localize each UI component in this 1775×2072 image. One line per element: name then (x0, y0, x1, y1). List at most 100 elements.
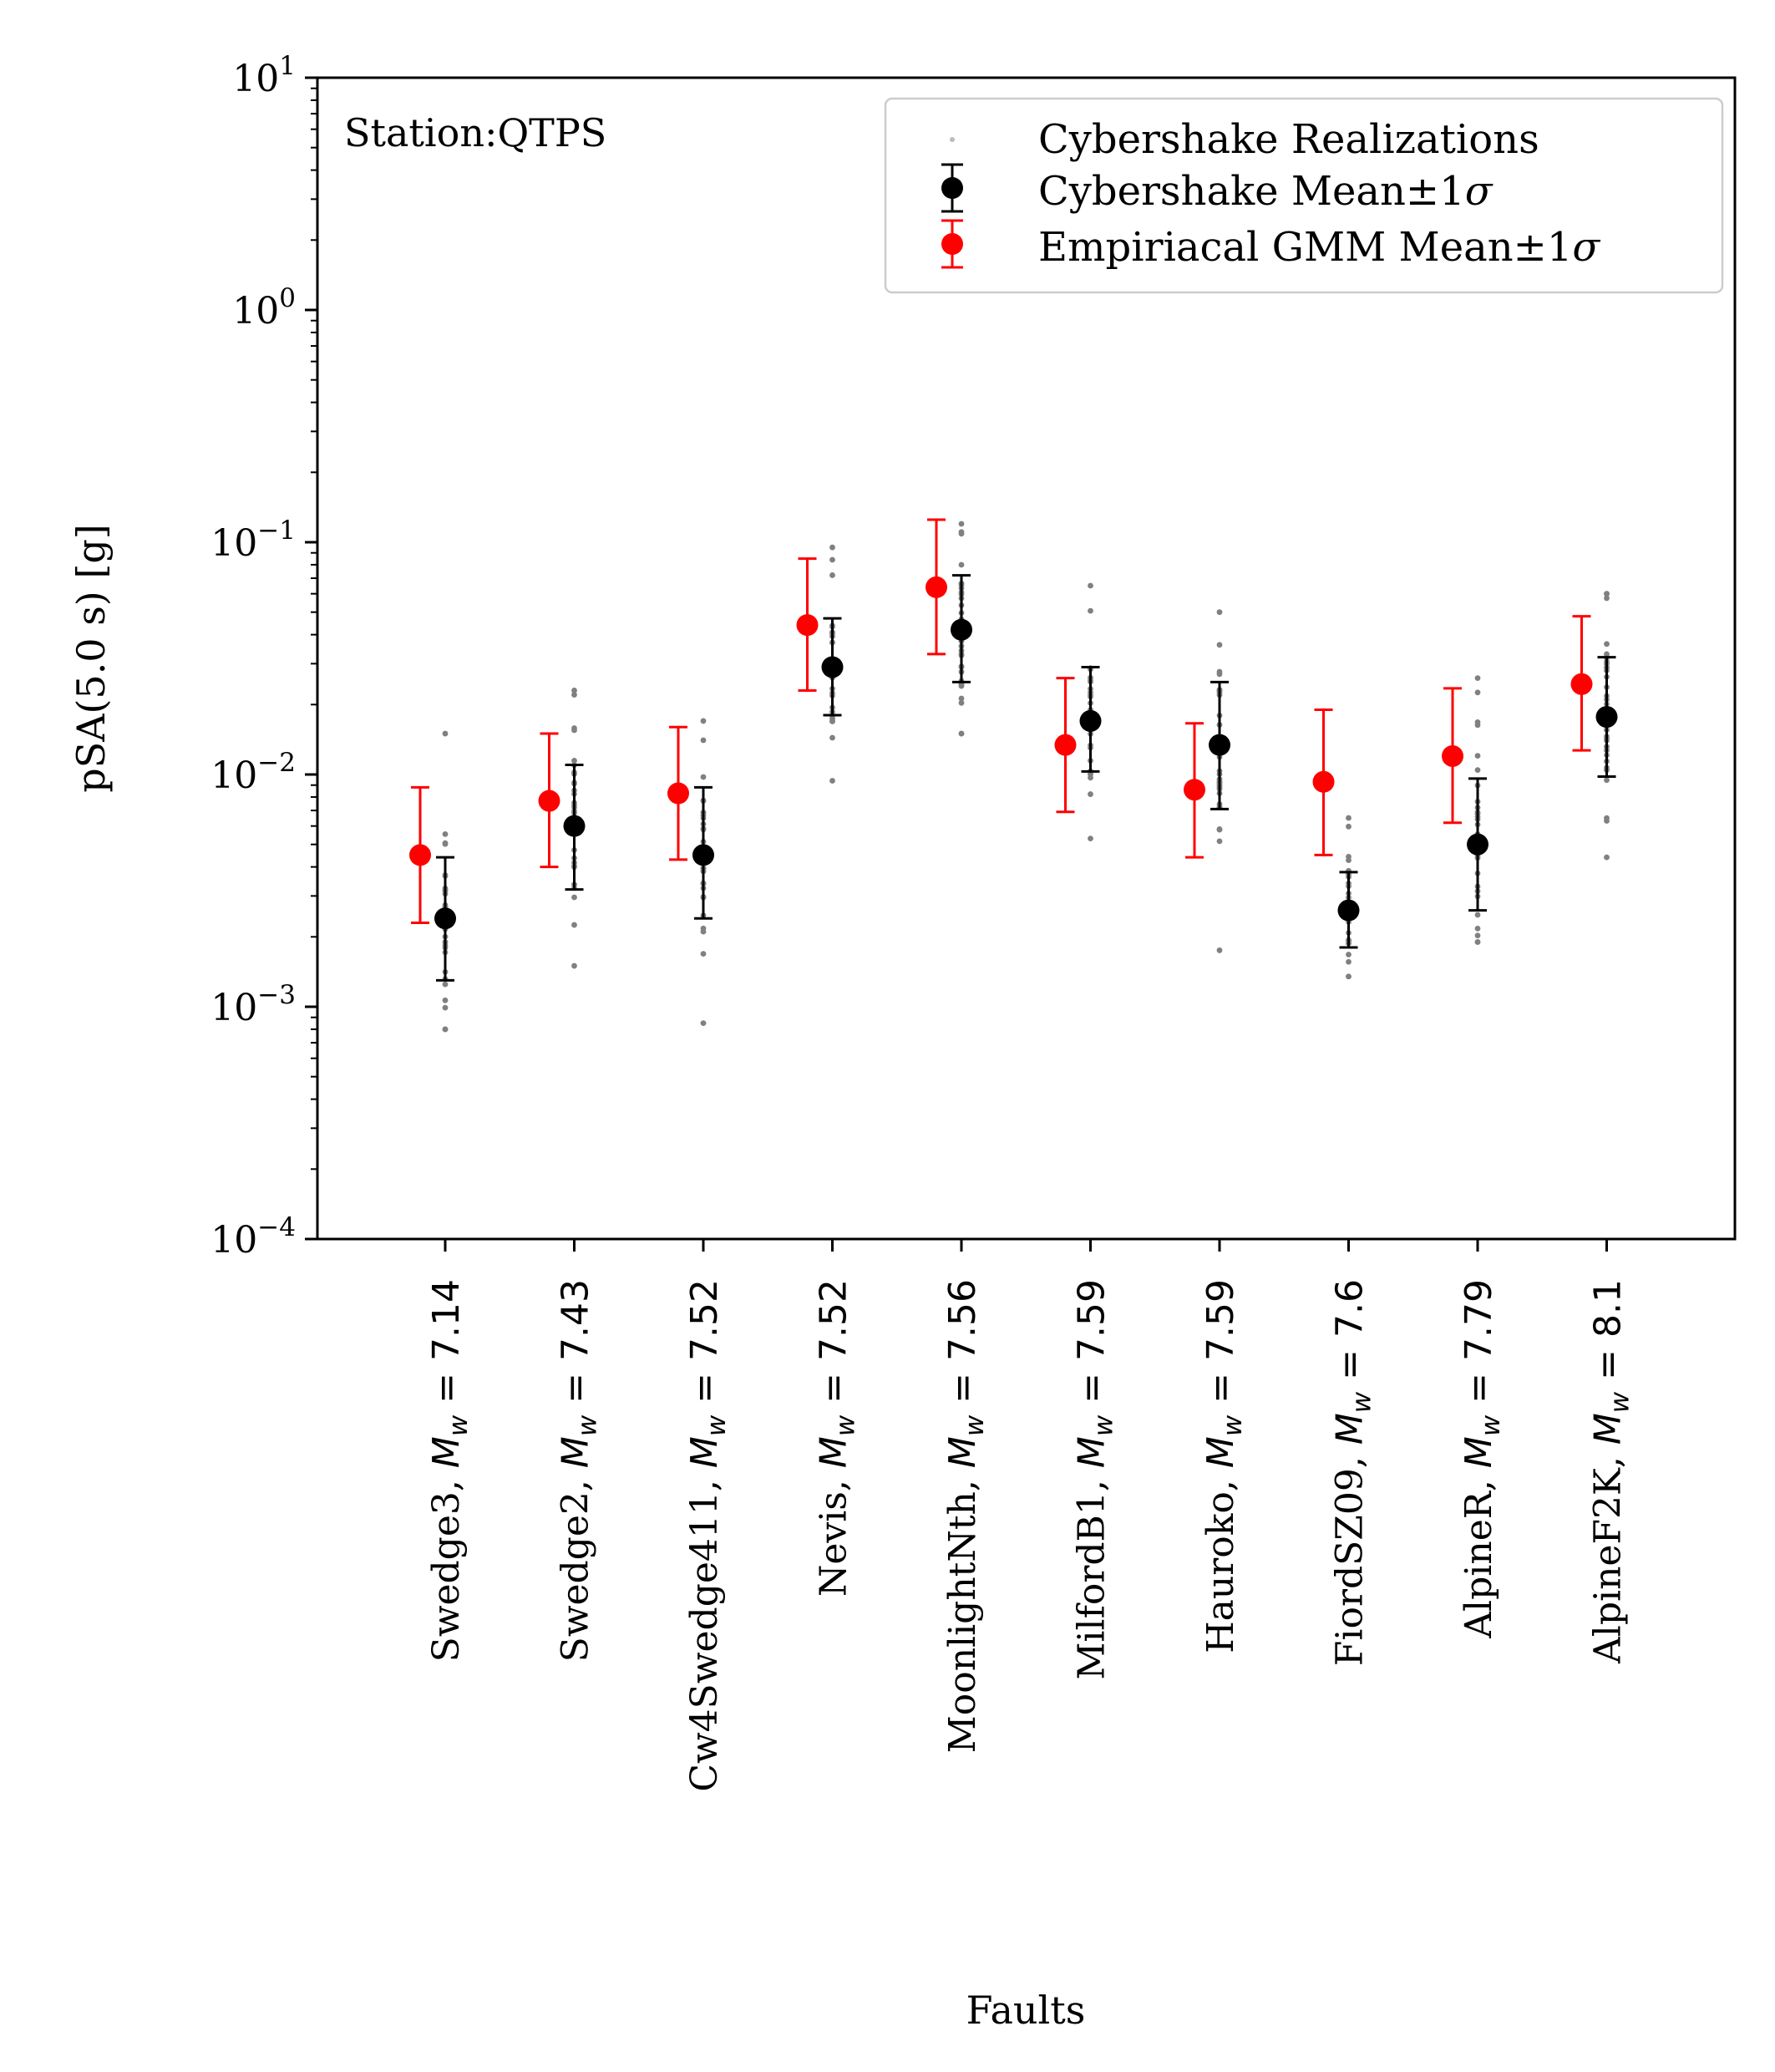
empirical-mean-point (926, 576, 947, 598)
y-tick-label: 10−1 (210, 515, 296, 565)
realization-point (1216, 671, 1223, 678)
x-tick-label: Cw4Swedge411, Mw = 7.52 (683, 1279, 732, 1792)
realization-point (1088, 791, 1093, 797)
realization-point (571, 962, 577, 969)
realization-point (958, 699, 965, 706)
realization-point (1088, 771, 1093, 778)
x-tick-label: Hauroko, Mw = 7.59 (1199, 1279, 1248, 1653)
y-axis-title: pSA(5.0 s) [g] (68, 524, 114, 792)
empirical-mean-point (796, 614, 819, 637)
realization-point (442, 1004, 449, 1011)
realization-point (1346, 823, 1352, 830)
realization-point (1604, 651, 1610, 658)
realization-point (1088, 607, 1093, 614)
empirical-mean-point (538, 790, 560, 812)
x-tick-label: Nevis, Mw = 7.52 (813, 1279, 861, 1597)
empirical-mean-point (1054, 734, 1077, 756)
realization-point (1604, 641, 1610, 648)
legend-marker-cybershake-mean (941, 163, 963, 213)
realization-point (1216, 642, 1223, 648)
realization-point (1604, 777, 1610, 784)
realization-point (1346, 815, 1352, 821)
realization-point (1604, 854, 1610, 861)
legend-label-realizations: Cybershake Realizations (1038, 116, 1539, 163)
realization-point (1604, 591, 1610, 597)
cybershake-mean-point (434, 907, 456, 930)
cybershake-mean-point (692, 844, 714, 866)
y-tick-label: 10−2 (210, 748, 296, 797)
realization-point (958, 695, 965, 702)
cybershake-mean-point (563, 815, 586, 837)
x-tick-label: MilfordB1, Mw = 7.59 (1071, 1279, 1119, 1680)
y-tick-label: 100 (232, 283, 296, 333)
realization-point (829, 572, 835, 578)
realization-point (700, 718, 707, 724)
realization-point (958, 521, 965, 527)
legend-marker-realizations (950, 137, 955, 142)
realization-point (829, 718, 835, 724)
realization-point (1474, 912, 1481, 918)
cybershake-mean-point (1595, 706, 1618, 729)
empirical-mean-point (1312, 770, 1335, 793)
realization-point (442, 1026, 449, 1033)
realization-point (958, 730, 965, 737)
realization-point (442, 981, 449, 988)
legend-marker-empirical-mean (941, 219, 963, 269)
empirical-mean-point (1184, 779, 1205, 801)
realization-point (571, 688, 577, 693)
realization-point (1216, 825, 1223, 832)
realization-point (571, 894, 577, 901)
realization-point (442, 997, 449, 1003)
realization-point (442, 830, 449, 837)
cybershake-mean-point (821, 656, 844, 678)
legend: Cybershake Realizations Cybershake Mean±… (884, 97, 1724, 294)
x-tick-label: FiordSZ09, Mw = 7.6 (1329, 1279, 1377, 1666)
realization-point (1346, 958, 1352, 965)
realization-point (1604, 818, 1610, 824)
realization-point (1346, 973, 1352, 980)
realization-point (1604, 595, 1610, 602)
empirical-mean-point (409, 844, 431, 866)
y-tick-label: 101 (232, 51, 296, 100)
x-tick-label: MoonlightNth, Mw = 7.56 (941, 1279, 990, 1753)
legend-label-cybershake-mean: Cybershake Mean±1σ (1038, 168, 1494, 215)
realization-point (442, 840, 449, 846)
legend-label-empirical-mean: Empiriacal GMM Mean±1σ (1038, 224, 1600, 271)
x-axis-title: Faults (966, 1988, 1086, 2033)
y-tick-label: 10−3 (210, 980, 296, 1029)
realization-point (1216, 609, 1223, 616)
realization-point (442, 730, 449, 737)
cybershake-mean-point (1209, 734, 1230, 756)
realization-point (829, 734, 835, 741)
realization-point (700, 925, 707, 932)
x-tick-label: Swedge3, Mw = 7.14 (425, 1279, 474, 1662)
realization-point (1474, 719, 1481, 725)
realization-point (1216, 838, 1223, 845)
empirical-mean-point (1442, 744, 1463, 767)
realization-point (1474, 675, 1481, 682)
y-tick-label: 10−4 (210, 1212, 296, 1262)
realization-point (1346, 854, 1352, 860)
x-tick-label: AlpineF2K, Mw = 8.1 (1587, 1279, 1636, 1664)
x-tick-label: AlpineR, Mw = 7.79 (1458, 1279, 1506, 1639)
realization-point (1474, 689, 1481, 696)
realization-point (700, 737, 707, 744)
realization-point (1088, 582, 1093, 589)
realization-point (1216, 947, 1223, 953)
station-annotation: Station:QTPS (344, 110, 606, 155)
realization-point (1346, 952, 1352, 957)
realization-point (700, 951, 707, 957)
realization-point (1474, 767, 1481, 774)
realization-point (571, 727, 577, 734)
realization-point (700, 1020, 707, 1027)
realization-point (829, 778, 835, 784)
realization-point (571, 922, 577, 928)
cybershake-mean-point (1337, 899, 1360, 922)
realization-point (829, 556, 835, 563)
realization-point (1474, 939, 1481, 945)
realization-point (1088, 835, 1093, 842)
realization-point (1474, 925, 1481, 932)
cybershake-mean-point (951, 618, 972, 641)
